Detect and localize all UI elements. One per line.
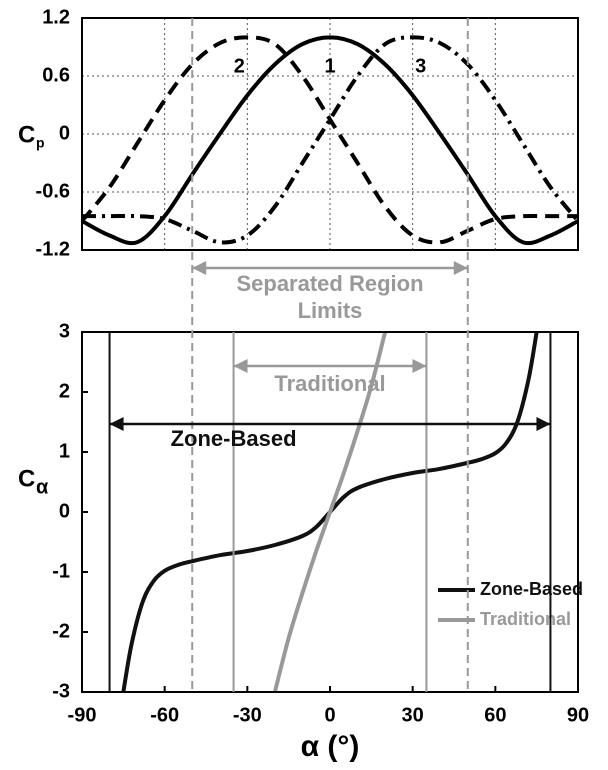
legend-label: Traditional (480, 609, 571, 629)
y-tick-label: 1 (59, 440, 70, 462)
curve-label: 2 (234, 56, 245, 78)
y-axis-label-sub: p (36, 135, 45, 151)
x-tick-label: -90 (68, 704, 97, 726)
x-axis-label: α (°) (301, 730, 360, 763)
plot-area (121, 332, 539, 692)
y-tick-label: -2 (52, 620, 70, 642)
region-label: Separated Region (236, 271, 423, 296)
y-axis-label: C (18, 465, 35, 492)
y-tick-label: 0 (59, 500, 70, 522)
y-tick-label: 3 (59, 320, 70, 342)
y-axis-label: C (18, 121, 35, 148)
x-tick-label: -60 (150, 704, 179, 726)
curve (272, 332, 388, 692)
x-tick-label: 60 (484, 704, 506, 726)
plot-area (82, 35, 578, 246)
y-tick-label: 1.2 (42, 6, 70, 28)
axes-frame (81, 331, 579, 693)
x-tick-label: 90 (567, 704, 589, 726)
y-tick-label: -1 (52, 560, 70, 582)
curve-label: 1 (324, 56, 335, 78)
x-tick-label: -30 (233, 704, 262, 726)
x-tick-label: 0 (324, 704, 335, 726)
region-label: Zone-Based (171, 426, 297, 451)
y-tick-label: 2 (59, 380, 70, 402)
legend-label: Zone-Based (480, 579, 583, 599)
region-label: Limits (298, 298, 363, 323)
y-tick-label: -0.6 (36, 180, 70, 202)
curve-label: 3 (415, 56, 426, 78)
y-tick-label: 0.6 (42, 64, 70, 86)
y-tick-label: -1.2 (36, 238, 70, 260)
y-axis-label-sub: α (36, 476, 49, 498)
curve (82, 35, 578, 245)
y-tick-label: -3 (52, 680, 70, 702)
region-label: Traditional (274, 371, 385, 396)
axes-frame (81, 17, 579, 251)
y-tick-label: 0 (59, 122, 70, 144)
curve (82, 35, 578, 246)
x-tick-label: 30 (402, 704, 424, 726)
